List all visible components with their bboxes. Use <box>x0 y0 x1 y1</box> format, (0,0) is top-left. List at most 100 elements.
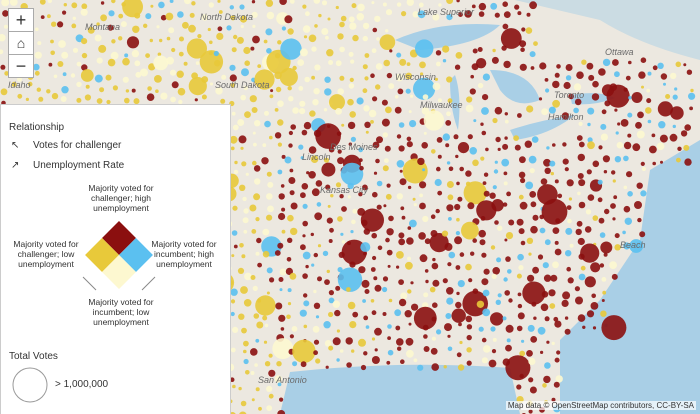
county-dot <box>480 156 485 161</box>
county-dot <box>371 337 376 341</box>
county-dot <box>209 40 213 45</box>
county-dot <box>256 321 264 329</box>
county-dot <box>447 194 454 201</box>
county-dot <box>381 99 388 106</box>
county-dot <box>424 238 431 245</box>
county-dot <box>646 88 651 93</box>
county-dot <box>47 0 52 4</box>
county-dot <box>458 12 463 17</box>
county-dot <box>490 312 504 326</box>
zoom-out[interactable]: − <box>8 54 34 78</box>
basemap <box>280 0 700 414</box>
county-dot <box>446 204 454 212</box>
county-dot <box>337 267 363 292</box>
county-dot <box>623 185 628 190</box>
county-dot <box>105 74 112 81</box>
county-dot <box>635 121 642 129</box>
county-dot <box>253 165 261 172</box>
zoom-in[interactable]: + <box>8 8 34 32</box>
county-dot <box>134 60 141 67</box>
county-dot <box>396 2 402 7</box>
county-dot <box>375 63 383 70</box>
map-label: Kansas City <box>320 185 369 195</box>
county-dot <box>641 166 647 172</box>
county-dot <box>372 27 378 33</box>
county-dot <box>636 130 645 139</box>
county-dot <box>370 73 375 78</box>
county-dot <box>87 26 95 34</box>
county-dot <box>455 231 460 236</box>
county-dot <box>502 316 507 321</box>
county-dot <box>455 154 459 159</box>
county-dot <box>504 290 511 296</box>
county-dot <box>240 400 247 407</box>
county-dot <box>539 227 546 234</box>
county-dot <box>213 50 219 57</box>
county-dot <box>17 76 22 82</box>
county-dot <box>254 363 258 367</box>
county-dot <box>506 338 511 343</box>
county-dot <box>401 11 407 17</box>
county-dot <box>284 15 293 24</box>
county-dot <box>308 34 317 43</box>
county-dot <box>497 225 503 231</box>
county-dot <box>647 119 652 124</box>
county-dot <box>312 325 320 333</box>
county-dot <box>268 393 274 399</box>
county-dot <box>335 182 342 188</box>
county-dot <box>323 157 330 163</box>
map-label: Lincoln <box>302 152 331 162</box>
county-dot <box>406 349 414 358</box>
county-dot <box>154 75 162 83</box>
county-dot <box>245 172 249 176</box>
county-dot <box>289 272 297 280</box>
county-dot <box>308 171 316 179</box>
county-dot <box>528 357 536 365</box>
county-dot <box>347 195 351 199</box>
county-dot <box>81 3 88 10</box>
county-dot <box>646 98 652 104</box>
county-dot <box>627 112 633 118</box>
county-dot <box>230 288 238 296</box>
county-dot <box>330 194 334 198</box>
county-dot <box>325 35 329 40</box>
county-dot <box>107 58 116 67</box>
county-dot <box>232 384 236 389</box>
county-dot <box>252 285 258 291</box>
county-dot <box>602 58 611 67</box>
county-dot <box>528 155 537 164</box>
legend: Relationship ↖ Votes for challenger ↗ Un… <box>0 104 231 414</box>
county-dot <box>455 301 462 309</box>
county-dot <box>189 12 195 18</box>
county-dot <box>503 171 508 176</box>
county-dot <box>640 57 647 63</box>
county-dot <box>431 316 437 322</box>
county-dot <box>63 2 67 7</box>
home[interactable]: ⌂ <box>8 31 34 55</box>
county-dot <box>62 72 67 77</box>
county-dot <box>519 156 526 164</box>
county-dot <box>518 265 524 271</box>
county-dot <box>166 36 171 41</box>
county-dot <box>475 58 487 69</box>
county-dot <box>156 25 160 29</box>
county-dot <box>372 96 378 102</box>
county-dot <box>531 301 537 307</box>
county-dot <box>264 110 269 116</box>
county-dot <box>601 277 607 282</box>
canada-water <box>515 0 700 60</box>
county-dot <box>465 263 472 271</box>
county-dot <box>446 111 451 117</box>
county-dot <box>640 190 647 197</box>
county-dot <box>496 257 502 263</box>
county-dot <box>476 300 485 308</box>
county-dot <box>422 324 429 331</box>
county-dot <box>503 60 511 69</box>
county-dot <box>601 109 607 115</box>
county-dot <box>454 236 463 245</box>
county-dot <box>501 158 510 167</box>
county-dot <box>419 254 428 263</box>
county-dot <box>540 303 549 312</box>
county-dot <box>527 274 535 282</box>
county-dot <box>429 286 436 293</box>
